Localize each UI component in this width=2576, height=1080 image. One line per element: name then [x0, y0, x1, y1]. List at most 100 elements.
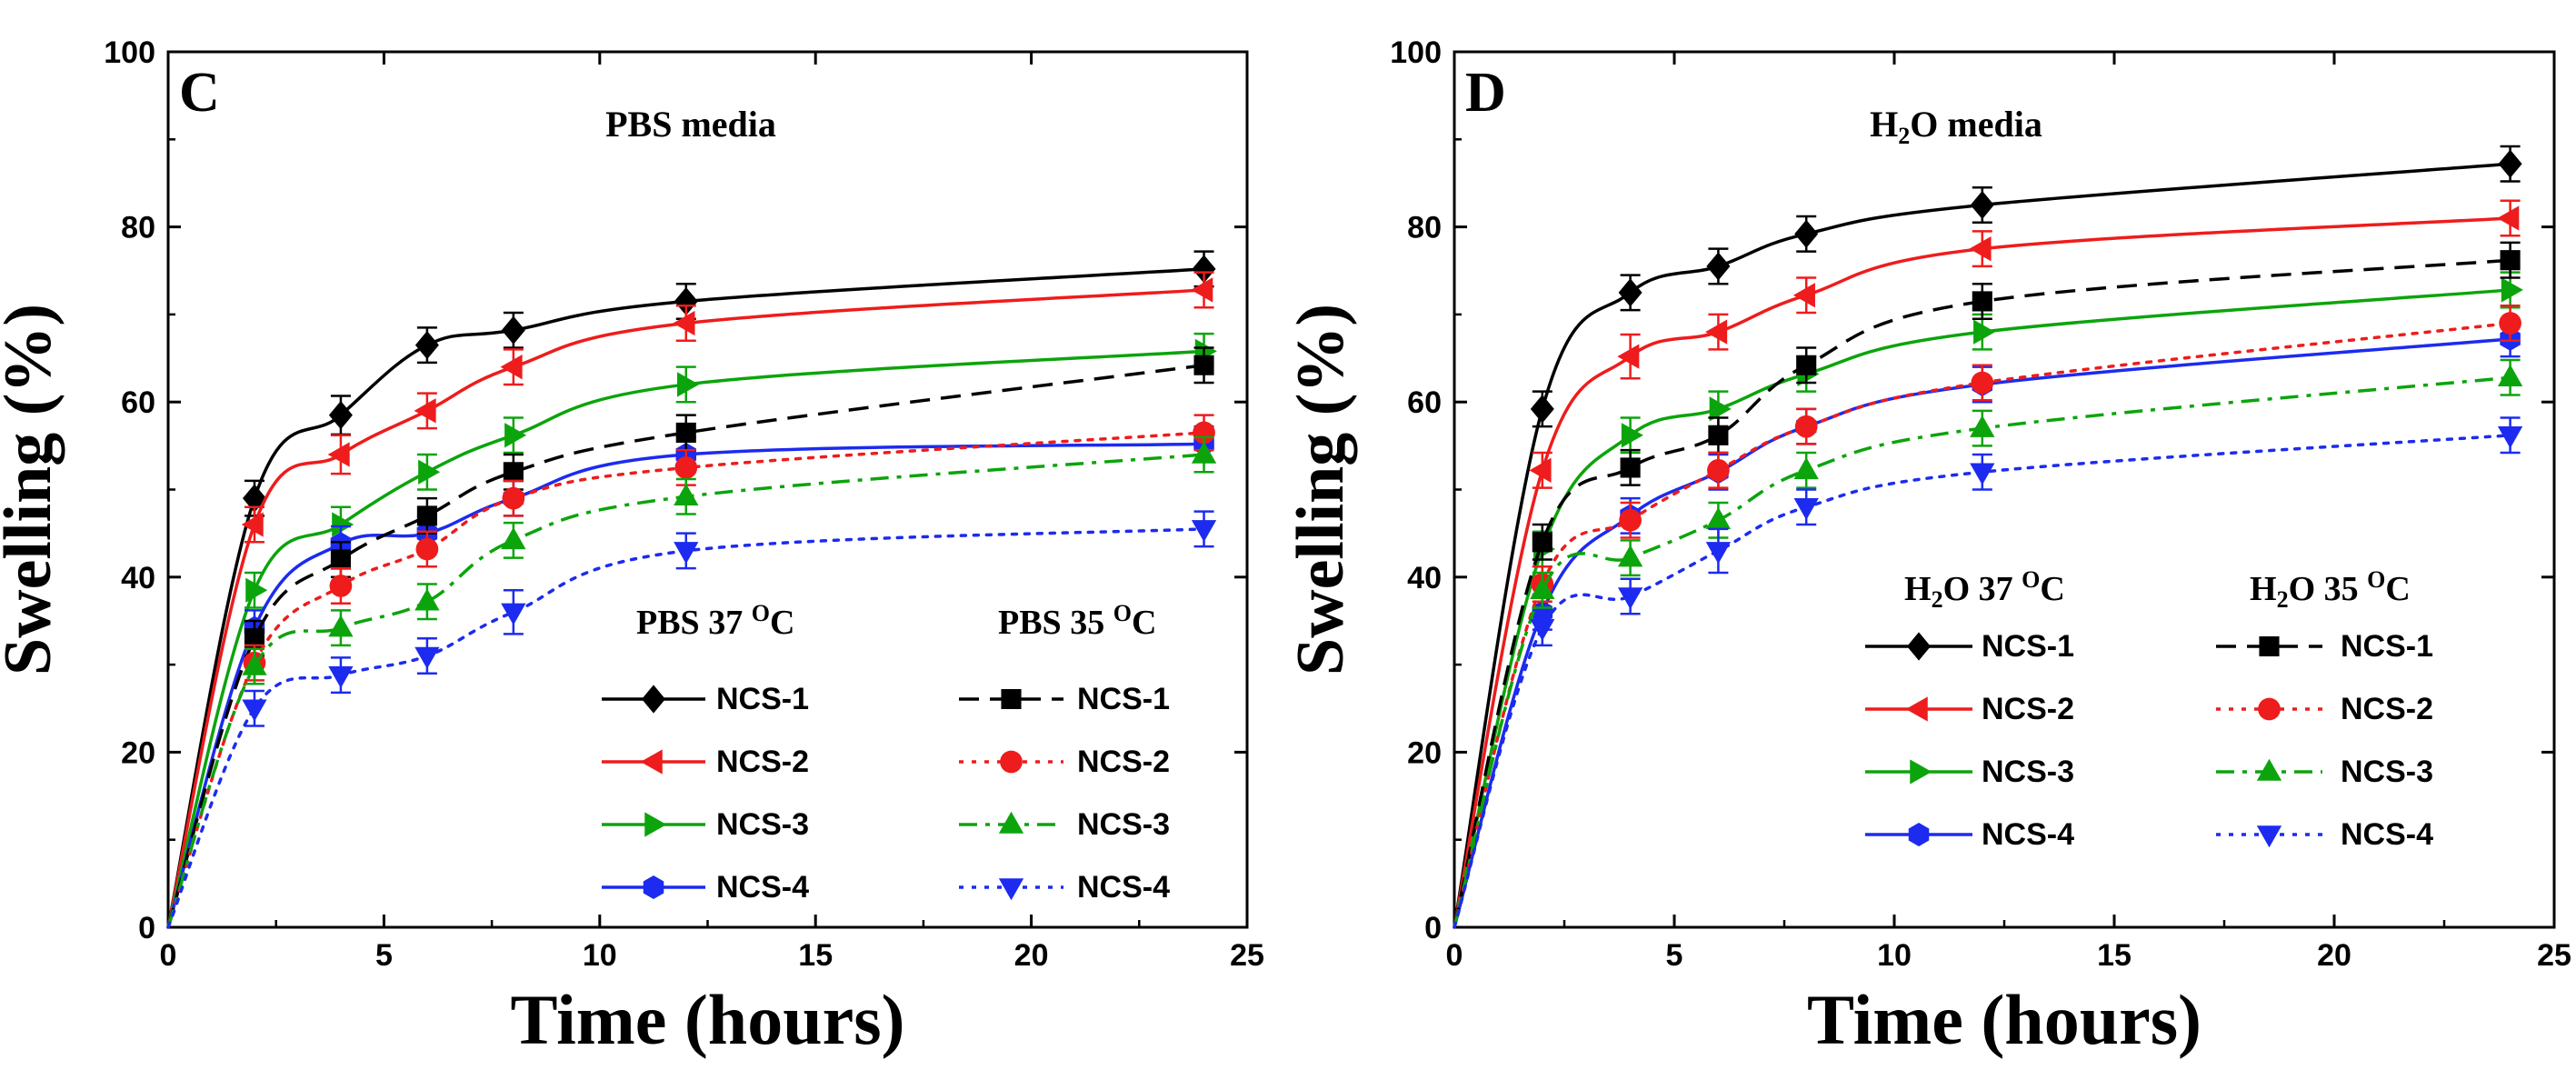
legend-entry-35c-ncs-2: NCS-2 — [2216, 692, 2433, 726]
x-tick-label: 15 — [798, 938, 833, 973]
legend-marker — [2256, 825, 2282, 848]
data-point — [1796, 355, 1817, 375]
data-point — [2501, 277, 2523, 303]
legend-label: NCS-2 — [2341, 692, 2433, 726]
y-tick-label: 100 — [104, 35, 155, 70]
x-tick-label: 5 — [375, 938, 393, 973]
data-point — [1971, 371, 1994, 395]
legend-marker — [640, 749, 663, 775]
legend-marker — [643, 875, 664, 899]
series-37c-ncs-1 — [1453, 145, 2522, 928]
legend-heading: PBS 37 OC — [636, 600, 794, 643]
legend-marker — [2256, 758, 2282, 781]
legend-entry-37c-ncs-2: NCS-2 — [1865, 692, 2074, 726]
series-35c-ncs-1 — [1453, 241, 2521, 928]
data-point — [1193, 421, 1215, 445]
data-point — [1794, 415, 1818, 438]
legend-entry-35c-ncs-4: NCS-4 — [959, 870, 1170, 905]
data-point — [418, 459, 441, 485]
data-point — [1621, 423, 1643, 448]
data-point — [1793, 498, 1819, 521]
legend-entry-37c-ncs-2: NCS-2 — [602, 745, 809, 779]
data-point — [500, 355, 523, 380]
series-37c-ncs-2 — [166, 271, 1214, 928]
data-point — [673, 310, 695, 336]
data-point — [1794, 219, 1819, 248]
x-tick-label: 20 — [2317, 938, 2351, 973]
data-point — [242, 484, 266, 513]
data-point — [1706, 252, 1731, 281]
data-point — [501, 527, 526, 550]
legend-label: NCS-3 — [1982, 755, 2074, 789]
legend-entry-37c-ncs-1: NCS-1 — [1865, 629, 2074, 664]
data-point — [414, 331, 439, 360]
data-point — [1530, 576, 1555, 599]
series-line — [1453, 288, 2511, 928]
legend-entry-37c-ncs-1: NCS-1 — [602, 682, 809, 716]
legend-entry-37c-ncs-4: NCS-4 — [602, 870, 809, 905]
y-tick-label: 0 — [1424, 911, 1442, 945]
data-point — [327, 442, 350, 467]
series-37c-ncs-2 — [1453, 199, 2521, 928]
series-line — [1453, 434, 2512, 929]
data-point — [1973, 319, 1996, 345]
legend-marker — [1907, 632, 1931, 661]
legend-marker — [998, 878, 1024, 901]
series-line — [1453, 321, 2512, 929]
chart-title: PBS media — [605, 104, 776, 145]
data-point — [1970, 415, 1995, 437]
legend-label: NCS-1 — [1982, 629, 2074, 664]
legend-label: NCS-3 — [1077, 807, 1170, 842]
legend-heading: H2O 35 OC — [2250, 566, 2411, 613]
data-point — [1970, 463, 1995, 485]
series-35c-ncs-4 — [166, 510, 1217, 929]
y-axis-title: Swelling (%) — [0, 304, 65, 675]
legend-marker — [1905, 696, 1928, 722]
series-35c-ncs-4 — [1453, 416, 2523, 929]
series-line — [1453, 337, 2511, 928]
legend-entry-35c-ncs-1: NCS-1 — [2216, 629, 2433, 664]
legend-label: NCS-1 — [2341, 629, 2433, 664]
panel-label: C — [179, 62, 220, 124]
legend-label: NCS-4 — [1077, 870, 1170, 905]
data-point — [1972, 291, 1992, 312]
x-tick-label: 15 — [2097, 938, 2132, 973]
data-point — [242, 699, 267, 722]
legend-marker — [2259, 635, 2280, 657]
legend-marker — [1000, 750, 1023, 774]
data-point — [332, 512, 354, 537]
x-tick-label: 10 — [1877, 938, 1912, 973]
legend-label: NCS-4 — [1982, 817, 2074, 852]
series-35c-ncs-2 — [166, 414, 1215, 929]
data-point — [1793, 457, 1819, 480]
data-point — [416, 505, 437, 526]
legend-marker — [1908, 823, 1930, 846]
legend-marker — [2258, 697, 2281, 721]
data-point — [1193, 355, 1214, 375]
x-tick-label: 25 — [2537, 938, 2571, 973]
legend-label: NCS-4 — [716, 870, 809, 905]
data-point — [1618, 278, 1642, 307]
data-point — [1529, 457, 1552, 483]
legend-label: NCS-4 — [2341, 817, 2433, 852]
data-point — [1705, 542, 1732, 565]
data-point — [1707, 458, 1730, 482]
legend-entry-35c-ncs-2: NCS-2 — [959, 745, 1170, 779]
data-point — [414, 646, 440, 669]
legend-label: NCS-3 — [716, 807, 809, 842]
legend-entry-35c-ncs-1: NCS-1 — [959, 682, 1170, 716]
data-point — [414, 588, 440, 611]
y-tick-label: 80 — [121, 211, 155, 245]
series-line — [1453, 162, 2511, 928]
data-point — [502, 486, 525, 510]
legend-label: NCS-2 — [716, 745, 809, 779]
data-point — [1969, 236, 1992, 262]
y-tick-label: 40 — [121, 561, 155, 595]
data-point — [1191, 441, 1217, 464]
data-point — [1530, 395, 1554, 424]
data-point — [1709, 396, 1732, 422]
data-point — [1705, 506, 1732, 529]
data-point — [1792, 283, 1815, 308]
legend-entry-35c-ncs-4: NCS-4 — [2216, 817, 2433, 852]
